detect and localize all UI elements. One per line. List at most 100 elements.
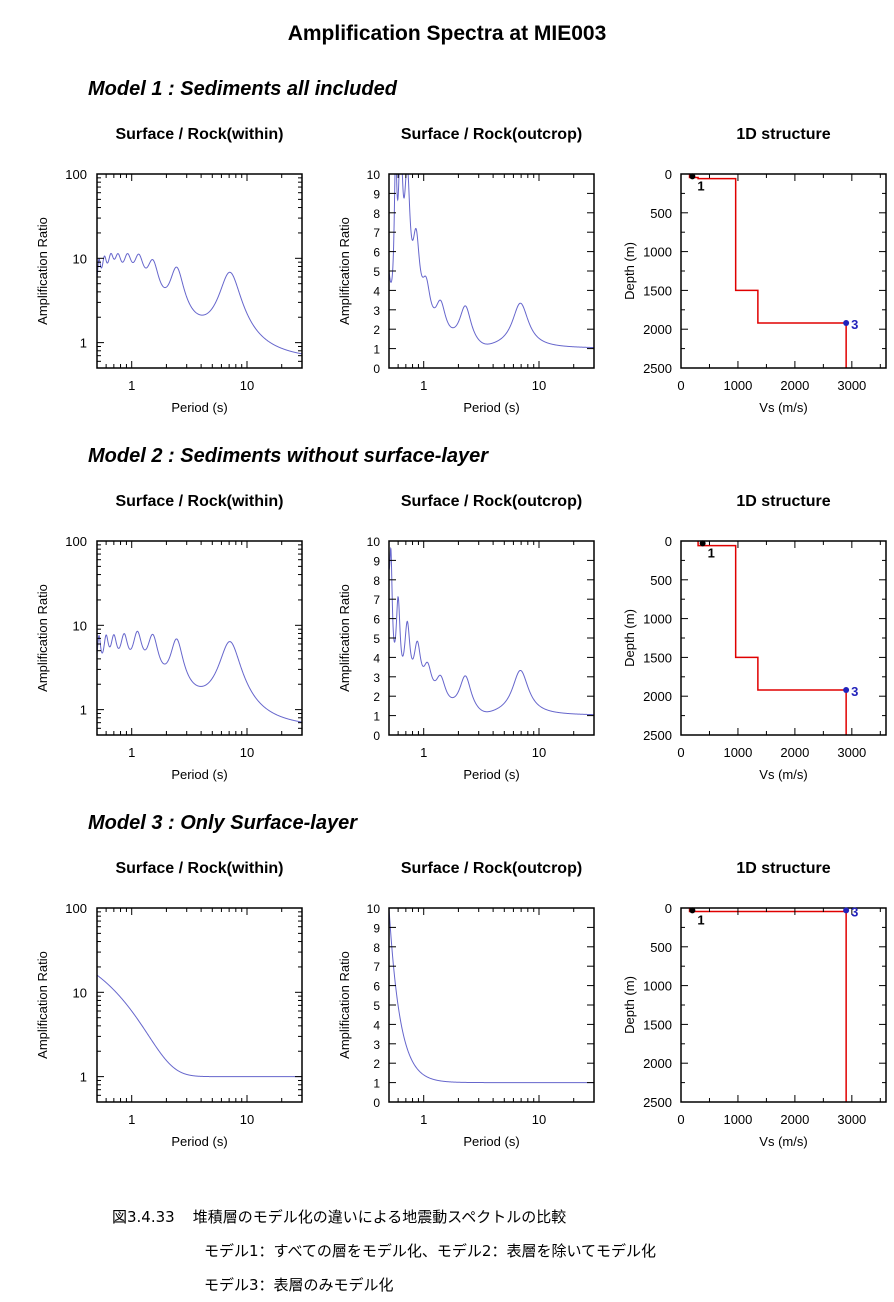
- plot-frame: [388, 907, 595, 1103]
- x-axis-label: Period (s): [463, 1134, 519, 1149]
- y-tick-label: 500: [650, 206, 672, 221]
- layer-marker-dot: [689, 907, 696, 914]
- layer-marker-label: 1: [708, 545, 715, 560]
- x-tick-label: 10: [240, 378, 254, 393]
- x-tick-label: 10: [240, 745, 254, 760]
- y-tick-label: 1: [80, 336, 87, 351]
- y-axis-label: Amplification Ratio: [35, 217, 50, 325]
- panel-title: 1D structure: [736, 126, 831, 143]
- y-tick-label: 1: [373, 710, 380, 724]
- y-tick-label: 6: [373, 980, 380, 994]
- y-tick-label: 8: [373, 941, 380, 955]
- plot-frame: [680, 540, 887, 736]
- caption-line-2: モデル1：すべての層をモデル化、モデル2：表層を除いてモデル化: [204, 1242, 656, 1260]
- x-tick-label: 2000: [780, 1112, 809, 1127]
- plot-frame: [96, 907, 303, 1103]
- outcrop-spectrum-plot: 1 10 0 1 2 3 4 5 6 7 8 9 10 Period (s) Amplification R…: [337, 902, 595, 1149]
- x-axis-label: Period (s): [171, 1134, 227, 1149]
- y-tick-label: 2500: [643, 1095, 672, 1110]
- within-spectrum-plot: 1 10 1 10 100 Period (s) Amplification Ratio: [35, 901, 303, 1149]
- x-axis-label: Period (s): [463, 400, 519, 415]
- page-title: Amplification Spectra at MIE003: [287, 22, 607, 45]
- y-axis-label: Depth (m): [622, 976, 637, 1034]
- y-tick-label: 2000: [643, 1056, 672, 1071]
- y-tick-label: 3: [373, 671, 380, 685]
- y-tick-label: 500: [650, 573, 672, 588]
- x-tick-label: 10: [532, 378, 546, 393]
- x-tick-label: 2000: [780, 378, 809, 393]
- panel-title: Surface / Rock(outcrop): [400, 126, 583, 143]
- y-tick-label: 8: [373, 574, 380, 588]
- outcrop-spectrum-plot: 1 10 0 1 2 3 4 5 6 7 8 9 10 Period (s) Amplification R…: [337, 168, 595, 415]
- panel-title: 1D structure: [736, 493, 831, 510]
- caption-line-3: モデル3：表層のみモデル化: [204, 1276, 394, 1294]
- model-title-2: Model 2 : Sediments without surface-laye…: [88, 445, 489, 467]
- caption-text-1: 堆積層のモデル化の違いによる地震動スペクトルの比較: [192, 1208, 567, 1226]
- y-tick-label: 10: [367, 902, 381, 916]
- outcrop-spectrum-line: [388, 173, 594, 349]
- figure-caption: 図3.4.33 堆積層のモデル化の違いによる地震動スペクトルの比較 モデル1：すべ…: [112, 1200, 656, 1302]
- y-tick-label: 1500: [643, 283, 672, 298]
- layer-marker-dot: [843, 907, 850, 914]
- structure-plot: 0 1000 2000 3000 0 500 1000 1500 2000 2500 1 3 Vs (m…: [622, 901, 887, 1149]
- x-tick-label: 1: [128, 1112, 135, 1127]
- x-tick-label: 1000: [723, 745, 752, 760]
- vs-profile-line: [688, 174, 847, 368]
- y-tick-label: 5: [373, 632, 380, 646]
- y-axis-label: Amplification Ratio: [337, 584, 352, 692]
- y-tick-label: 0: [665, 901, 672, 916]
- y-tick-label: 10: [73, 251, 87, 266]
- x-tick-label: 1000: [723, 378, 752, 393]
- y-tick-label: 4: [373, 284, 380, 298]
- layer-marker-dot: [699, 540, 706, 547]
- y-tick-label: 8: [373, 207, 380, 221]
- x-axis-label: Period (s): [171, 400, 227, 415]
- x-tick-label: 1: [128, 745, 135, 760]
- y-tick-label: 6: [373, 246, 380, 260]
- y-tick-label: 2500: [643, 361, 672, 376]
- within-spectrum-line: [96, 252, 303, 355]
- y-tick-label: 100: [65, 534, 87, 549]
- x-tick-label: 3000: [837, 745, 866, 760]
- x-axis-label: Vs (m/s): [759, 400, 807, 415]
- y-tick-label: 10: [73, 985, 87, 1000]
- y-tick-label: 3: [373, 304, 380, 318]
- y-tick-label: 0: [373, 1096, 380, 1110]
- layer-marker-dot: [689, 173, 696, 180]
- within-spectrum-line: [96, 974, 302, 1078]
- y-tick-label: 3: [373, 1038, 380, 1052]
- x-tick-label: 1: [420, 745, 427, 760]
- y-tick-label: 6: [373, 613, 380, 627]
- x-tick-label: 10: [532, 745, 546, 760]
- y-tick-label: 1000: [643, 245, 672, 260]
- layer-marker-dot: [843, 319, 850, 326]
- plot-frame: [388, 540, 595, 736]
- y-tick-label: 9: [373, 554, 380, 568]
- y-tick-label: 2500: [643, 728, 672, 743]
- y-tick-label: 1: [373, 1077, 380, 1091]
- within-spectrum-line: [96, 630, 303, 723]
- panel-title: 1D structure: [736, 860, 831, 877]
- y-tick-label: 7: [373, 226, 380, 240]
- panel-title: Surface / Rock(outcrop): [400, 860, 583, 877]
- y-tick-label: 0: [373, 362, 380, 376]
- structure-plot: 0 1000 2000 3000 0 500 1000 1500 2000 2500 1 3 Vs (m…: [622, 167, 887, 415]
- layer-marker-label: 3: [851, 904, 858, 919]
- y-tick-label: 500: [650, 940, 672, 955]
- x-tick-label: 0: [677, 378, 684, 393]
- y-tick-label: 1: [80, 703, 87, 718]
- x-axis-label: Vs (m/s): [759, 1134, 807, 1149]
- y-axis-label: Depth (m): [622, 609, 637, 667]
- y-axis-label: Amplification Ratio: [337, 951, 352, 1059]
- layer-marker-label: 3: [851, 684, 858, 699]
- caption-line-1: 図3.4.33 堆積層のモデル化の違いによる地震動スペクトルの比較: [112, 1200, 656, 1234]
- x-tick-label: 0: [677, 1112, 684, 1127]
- structure-plot: 0 1000 2000 3000 0 500 1000 1500 2000 2500 1 3 Vs (m…: [622, 534, 887, 782]
- x-tick-label: 1000: [723, 1112, 752, 1127]
- y-tick-label: 9: [373, 187, 380, 201]
- layer-marker-label: 1: [697, 912, 704, 927]
- x-tick-label: 3000: [837, 1112, 866, 1127]
- y-tick-label: 4: [373, 651, 380, 665]
- within-spectrum-plot: 1 10 1 10 100 Period (s) Amplification Ratio: [35, 534, 303, 782]
- panel-title: Surface / Rock(outcrop): [400, 493, 583, 510]
